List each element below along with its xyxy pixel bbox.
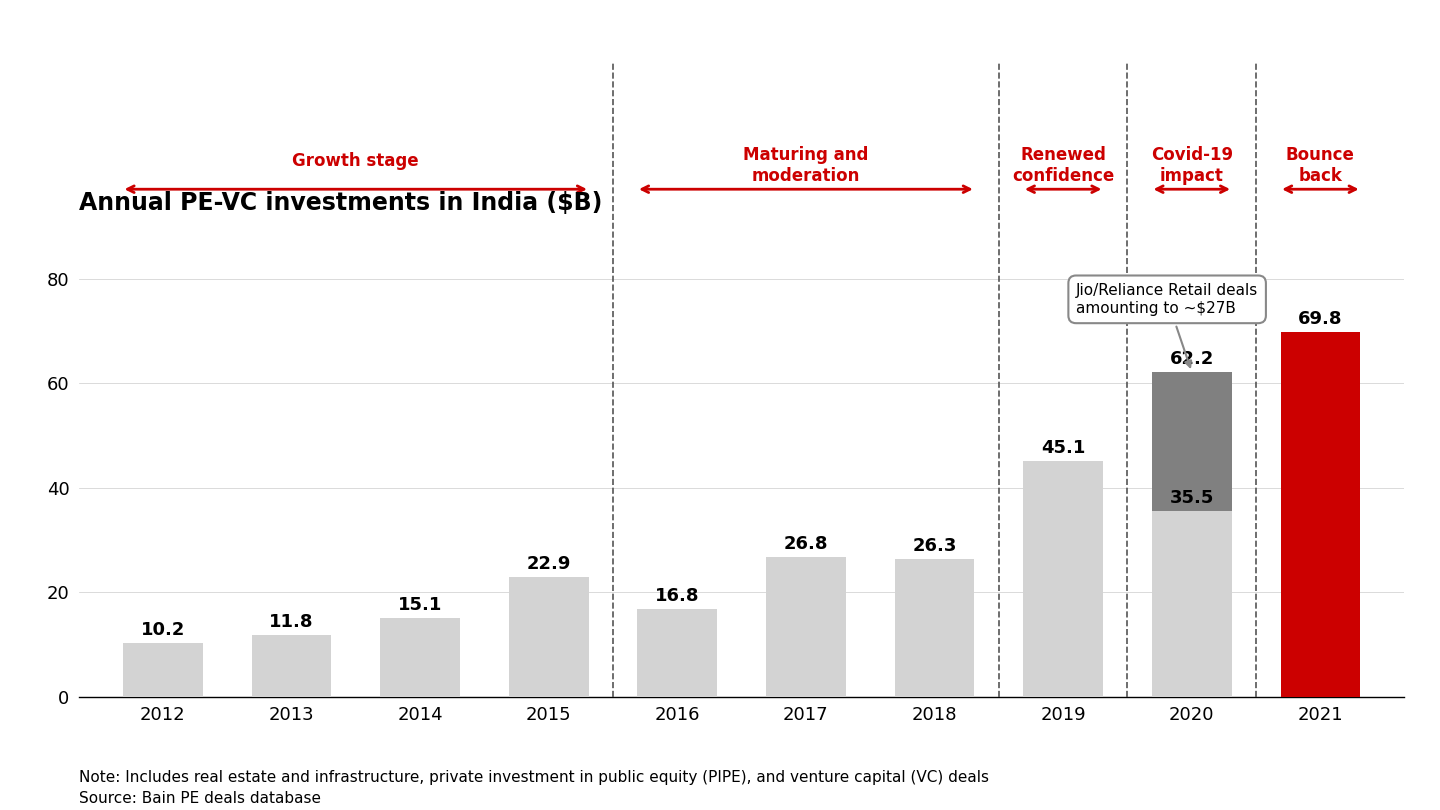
Text: 69.8: 69.8	[1297, 310, 1342, 328]
Text: 10.2: 10.2	[141, 621, 184, 639]
Bar	[380, 618, 459, 697]
Text: Jio/Reliance Retail deals
amounting to ~$27B: Jio/Reliance Retail deals amounting to ~…	[1076, 284, 1259, 367]
Bar	[252, 635, 331, 697]
Bar	[508, 577, 589, 697]
Text: 26.8: 26.8	[783, 535, 828, 552]
Bar	[1280, 332, 1361, 697]
Text: Bounce
back: Bounce back	[1286, 146, 1355, 185]
Text: Maturing and
moderation: Maturing and moderation	[743, 146, 868, 185]
Bar	[122, 643, 203, 697]
Text: 22.9: 22.9	[527, 555, 570, 573]
Text: 16.8: 16.8	[655, 586, 700, 605]
Bar	[766, 556, 845, 697]
Bar	[638, 609, 717, 697]
Text: Note: Includes real estate and infrastructure, private investment in public equi: Note: Includes real estate and infrastru…	[79, 770, 989, 806]
Text: Covid-19
impact: Covid-19 impact	[1151, 146, 1233, 185]
Bar	[1152, 511, 1231, 697]
Bar	[894, 560, 975, 697]
Text: 15.1: 15.1	[397, 595, 442, 614]
Text: 26.3: 26.3	[913, 537, 956, 555]
Text: 45.1: 45.1	[1041, 439, 1086, 457]
Text: 62.2: 62.2	[1169, 350, 1214, 368]
Bar	[1152, 372, 1231, 511]
Bar	[1024, 461, 1103, 697]
Text: 11.8: 11.8	[269, 613, 314, 631]
Text: Renewed
confidence: Renewed confidence	[1012, 146, 1115, 185]
Text: 35.5: 35.5	[1169, 489, 1214, 507]
Text: Growth stage: Growth stage	[292, 152, 419, 170]
Text: Annual PE-VC investments in India ($B): Annual PE-VC investments in India ($B)	[79, 191, 602, 215]
